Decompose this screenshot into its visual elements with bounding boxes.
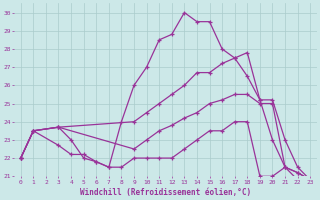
X-axis label: Windchill (Refroidissement éolien,°C): Windchill (Refroidissement éolien,°C) xyxy=(80,188,251,197)
